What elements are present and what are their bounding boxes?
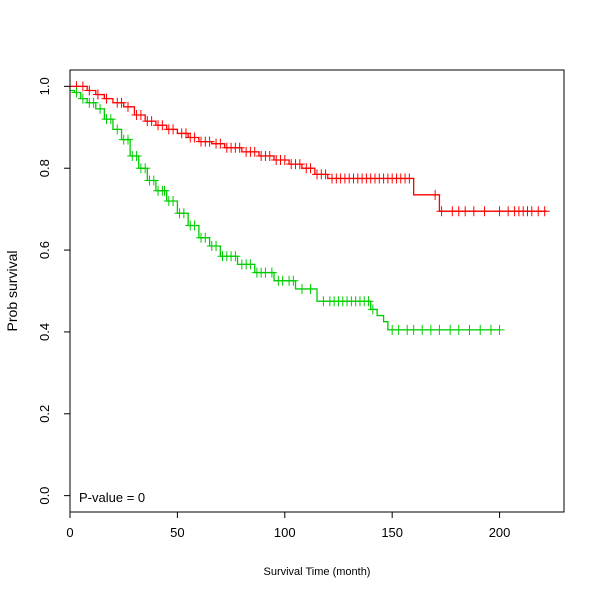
censor-mark	[475, 324, 486, 335]
y-axis-title: Prob survival	[4, 251, 20, 332]
censor-mark	[157, 120, 168, 131]
censor-mark	[363, 296, 374, 307]
censor-mark	[148, 175, 159, 186]
censor-mark	[453, 324, 464, 335]
x-tick-label: 100	[274, 525, 296, 540]
censor-mark	[92, 89, 103, 100]
censor-mark	[245, 259, 256, 270]
censor-mark	[131, 150, 142, 161]
censor-mark	[445, 324, 456, 335]
censor-mark	[408, 324, 419, 335]
censor-mark	[264, 150, 275, 161]
censor-mark	[116, 97, 127, 108]
censor-mark	[122, 101, 133, 112]
censor-mark	[200, 232, 211, 243]
censor-mark	[88, 97, 99, 108]
censor-mark	[71, 87, 82, 98]
censor-mark	[178, 208, 189, 219]
censor-mark	[189, 220, 200, 231]
censor-mark	[266, 267, 277, 278]
y-tick-label: 0.0	[37, 487, 52, 505]
censor-mark	[464, 324, 475, 335]
censor-mark	[105, 114, 116, 125]
x-tick-label: 50	[170, 525, 184, 540]
censor-mark	[393, 324, 404, 335]
p-value-annotation: P-value = 0	[79, 490, 145, 505]
censor-mark	[249, 146, 260, 157]
censor-mark	[296, 283, 307, 294]
censor-mark	[430, 189, 441, 200]
survival-curve-1	[70, 85, 547, 212]
censor-mark	[168, 124, 179, 135]
censor-mark	[211, 240, 222, 251]
censor-mark	[305, 163, 316, 174]
y-tick-label: 0.6	[37, 241, 52, 259]
y-tick-label: 0.2	[37, 405, 52, 423]
censor-mark	[479, 206, 490, 217]
censor-mark	[234, 142, 245, 153]
censor-mark	[180, 128, 191, 139]
censor-mark	[146, 116, 157, 127]
censor-mark	[494, 206, 505, 217]
censor-mark	[159, 185, 170, 196]
censor-mark	[101, 93, 112, 104]
censor-mark	[367, 304, 378, 315]
censor-mark	[417, 324, 428, 335]
censor-mark	[140, 163, 151, 174]
censor-mark	[425, 324, 436, 335]
x-tick-label: 150	[381, 525, 403, 540]
censor-mark	[485, 324, 496, 335]
censor-mark	[468, 206, 479, 217]
censor-mark	[288, 275, 299, 286]
censor-mark	[494, 324, 505, 335]
censor-mark	[230, 251, 241, 262]
y-tick-label: 0.8	[37, 159, 52, 177]
censor-mark	[77, 93, 88, 104]
censor-mark	[539, 206, 550, 217]
y-tick-label: 0.4	[37, 323, 52, 341]
censor-mark	[77, 81, 88, 92]
censor-mark	[320, 169, 331, 180]
x-tick-label: 200	[489, 525, 511, 540]
curves-layer	[70, 81, 550, 335]
censor-mark	[95, 103, 106, 114]
censor-mark	[460, 206, 471, 217]
censor-mark	[434, 324, 445, 335]
censor-mark	[189, 132, 200, 143]
censor-mark	[112, 124, 123, 135]
censor-mark	[279, 155, 290, 166]
censor-mark	[215, 138, 226, 149]
censor-mark	[436, 206, 447, 217]
censor-mark	[122, 134, 133, 145]
y-tick-label: 1.0	[37, 77, 52, 95]
censor-mark	[84, 85, 95, 96]
axis-ticks: 0 50 100 150 200 0.0 0.2 0.4 0.6 0.8 1.0	[37, 77, 510, 540]
plot-frame	[69, 69, 565, 513]
censor-mark	[135, 110, 146, 121]
x-tick-label: 0	[66, 525, 73, 540]
censor-mark	[305, 283, 316, 294]
censor-mark	[168, 195, 179, 206]
x-axis-title: Survival Time (month)	[264, 566, 371, 578]
censor-mark	[294, 159, 305, 170]
censor-mark	[204, 136, 215, 147]
censor-mark	[404, 173, 415, 184]
